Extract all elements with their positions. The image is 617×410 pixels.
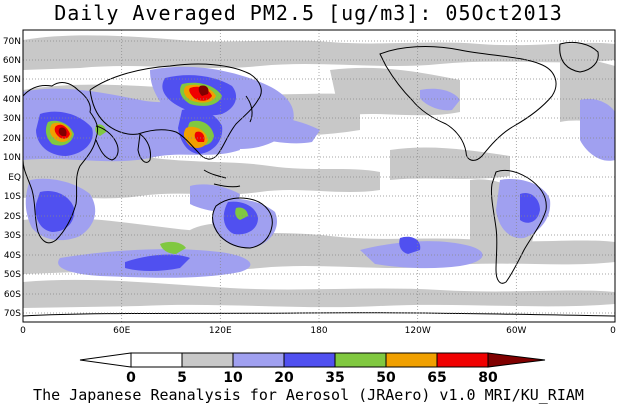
pm25-level-darkred [58, 85, 209, 136]
lat-label: 30S [4, 231, 21, 241]
colorbar-label: 20 [274, 370, 294, 386]
lat-label: 40S [4, 251, 21, 261]
lat-label: 50N [3, 75, 21, 85]
lat-label: EQ [8, 173, 21, 183]
lat-label: 60S [4, 290, 21, 300]
lon-label: 180 [310, 326, 327, 336]
colorbar-bin [334, 352, 387, 368]
footer-credit: The Japanese Reanalysis for Aerosol (JRA… [33, 386, 584, 404]
colorbar-high-arrow [487, 352, 546, 368]
lat-label: 20N [3, 134, 21, 144]
lat-label: 50S [4, 270, 21, 280]
colorbar-label: 80 [478, 370, 498, 386]
lon-label: 60W [506, 326, 526, 336]
lon-axis: 0 60E 120E 180 120W 60W 0 [20, 326, 616, 336]
lon-label: 120E [209, 326, 232, 336]
lon-label: 60E [113, 326, 130, 336]
colorbar-label: 35 [325, 370, 344, 386]
lat-label: 30N [3, 114, 21, 124]
lat-label: 10S [4, 192, 21, 202]
lat-label: 70N [3, 37, 21, 47]
gridlines [23, 30, 615, 322]
lat-label: 10N [3, 153, 21, 163]
colorbar-bin [181, 352, 234, 368]
colorbar-bin [385, 352, 438, 368]
colorbar-label: 65 [427, 370, 446, 386]
colorbar-label: 10 [223, 370, 243, 386]
lon-label: 0 [610, 326, 616, 336]
pm25-field [23, 35, 615, 317]
colorbar-bin [130, 352, 183, 368]
colorbar-label: 50 [376, 370, 396, 386]
lon-label: 120W [405, 326, 431, 336]
colorbar-label: 0 [126, 370, 136, 386]
lat-axis: 70N 60N 50N 40N 30N 20N 10N EQ 10S 20S 3… [3, 37, 21, 319]
map-frame [22, 29, 616, 323]
colorbar: 0 5 10 20 35 50 65 80 [79, 352, 546, 386]
lon-label: 0 [20, 326, 26, 336]
lat-label: 40N [3, 95, 21, 105]
lat-label: 20S [4, 212, 21, 222]
colorbar-low-arrow [79, 352, 132, 368]
lat-label: 60N [3, 56, 21, 66]
lat-label: 70S [4, 309, 21, 319]
colorbar-bin [232, 352, 285, 368]
colorbar-label: 5 [177, 370, 187, 386]
colorbar-bin [436, 352, 489, 368]
colorbar-bin [283, 352, 336, 368]
map-title: Daily Averaged PM2.5 [ug/m3]: 05Oct2013 [54, 1, 563, 25]
